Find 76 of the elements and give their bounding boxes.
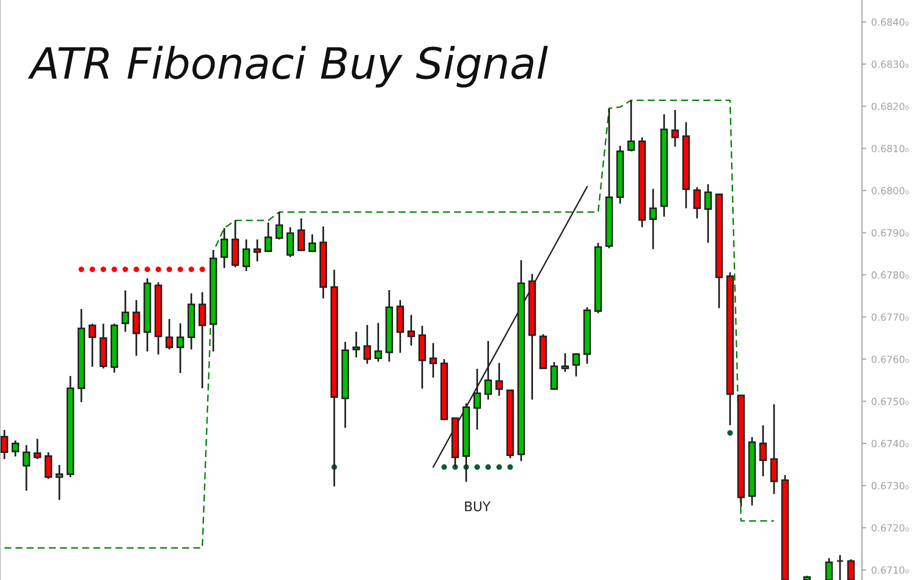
point [156, 266, 162, 272]
candlestick [572, 352, 580, 378]
candlestick [484, 340, 492, 400]
point [727, 430, 733, 436]
annotation: BUY [465, 502, 491, 512]
line-series [4, 100, 775, 549]
point [485, 464, 491, 470]
y-tick-label: 0.6730₀ [872, 482, 909, 490]
candlestick [176, 322, 184, 374]
y-tick-label: 0.6810₀ [872, 144, 909, 152]
point [496, 464, 502, 470]
point [100, 266, 106, 272]
y-tick-label: 0.6820₀ [872, 102, 909, 110]
candlestick [297, 218, 306, 252]
y-tick-label: 0.6830₀ [872, 60, 909, 68]
candlestick [693, 186, 701, 220]
candlestick [132, 299, 140, 357]
candlestick [122, 290, 130, 333]
candlestick [825, 557, 833, 580]
candlestick [44, 451, 52, 480]
candlestick [627, 99, 635, 152]
candlestick [671, 109, 679, 148]
candlestick [308, 234, 316, 253]
candlestick [56, 464, 64, 501]
candlestick [286, 226, 294, 258]
point [188, 266, 194, 272]
candlestick [0, 429, 8, 460]
point [441, 464, 447, 470]
candlestick [374, 322, 382, 362]
y-tick-label: 0.6710₀ [872, 566, 909, 574]
candlestick [561, 352, 569, 373]
candlestick [34, 438, 42, 460]
y-tick-label: 0.6770₀ [872, 313, 909, 321]
candlestick [264, 222, 272, 253]
y-tick-label: 0.6790₀ [872, 229, 909, 237]
point [178, 266, 184, 272]
y-tick-label: 0.6800₀ [872, 187, 909, 194]
candlestick [704, 183, 712, 244]
candlestick [22, 444, 30, 492]
candlestick [220, 227, 228, 269]
candlestick [759, 424, 767, 478]
candlestick [836, 554, 844, 580]
candlestick [253, 238, 262, 262]
y-tick-label: 0.6720₀ [872, 524, 909, 532]
candlestick [407, 314, 415, 346]
candlestick [12, 440, 20, 458]
candlestick [770, 403, 778, 495]
point [122, 266, 128, 272]
candlestick [242, 238, 250, 272]
y-tick-label: 0.6740₀ [872, 440, 909, 448]
point [474, 464, 480, 470]
candlestick [275, 211, 284, 240]
y-tick-label: 0.6780₀ [872, 271, 909, 279]
candlestick [352, 330, 360, 358]
candlestick [363, 324, 372, 365]
candlestick [847, 558, 855, 580]
point [90, 266, 96, 272]
point [166, 266, 172, 272]
candlestick [166, 318, 174, 350]
point [112, 266, 118, 272]
candlestick [429, 342, 437, 379]
candlestick [550, 361, 558, 390]
point [144, 266, 150, 272]
candlestick [88, 322, 96, 368]
candlestick [198, 291, 206, 390]
point [507, 464, 513, 470]
candlestick [473, 368, 481, 430]
candlestick [495, 362, 503, 397]
point [200, 266, 206, 272]
point [78, 266, 84, 272]
candlestick [649, 188, 657, 250]
y-tick-label: 0.6840₀ [872, 18, 909, 26]
y-tick-label: 0.6750₀ [872, 398, 909, 406]
y-tick-label: 0.6760₀ [872, 356, 909, 363]
text: ATR Fibonaci Buy Signal [28, 46, 548, 88]
point [134, 266, 140, 272]
